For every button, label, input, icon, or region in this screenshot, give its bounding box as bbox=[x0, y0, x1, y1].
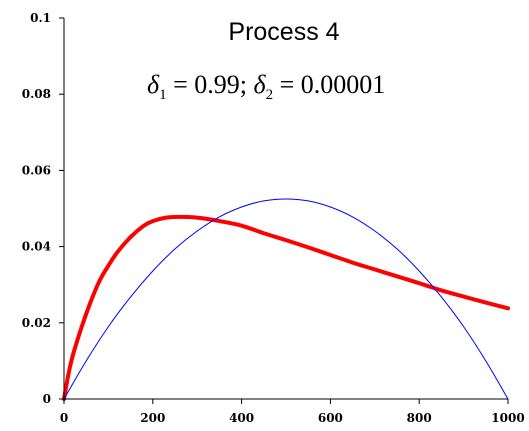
delta1-symbol: δ bbox=[147, 70, 160, 99]
delta2-subscript: 2 bbox=[266, 87, 274, 103]
chart-title: Process 4 bbox=[228, 18, 339, 46]
x-tick-label: 1000 bbox=[491, 411, 524, 425]
y-tick-label: 0.02 bbox=[22, 316, 51, 330]
delta1-value: = 0.99; bbox=[167, 70, 254, 99]
y-tick-label: 0.08 bbox=[22, 87, 51, 101]
series-line-blue bbox=[63, 198, 509, 400]
x-tick-label: 200 bbox=[140, 411, 165, 425]
delta2-symbol: δ bbox=[253, 70, 266, 99]
x-tick-label: 0 bbox=[60, 411, 68, 425]
axes bbox=[59, 17, 509, 404]
y-tick-label: 0.06 bbox=[22, 163, 51, 177]
x-tick-label: 800 bbox=[407, 411, 432, 425]
plot-lines bbox=[62, 198, 510, 401]
delta1-subscript: 1 bbox=[159, 87, 167, 103]
parameter-annotation: δ1 = 0.99; δ2 = 0.00001 bbox=[147, 70, 385, 103]
delta2-value: = 0.00001 bbox=[273, 70, 385, 99]
series-line-red bbox=[62, 214, 510, 401]
x-tick-label: 400 bbox=[229, 411, 254, 425]
tick-labels: 0 0.02 0.04 0.06 0.08 0.1 0 200 400 600 800 1000 bbox=[22, 11, 525, 425]
y-tick-label: 0.04 bbox=[22, 240, 51, 254]
y-tick-label: 0.1 bbox=[30, 11, 51, 25]
x-tick-label: 600 bbox=[318, 411, 343, 425]
y-tick-label: 0 bbox=[43, 392, 51, 406]
